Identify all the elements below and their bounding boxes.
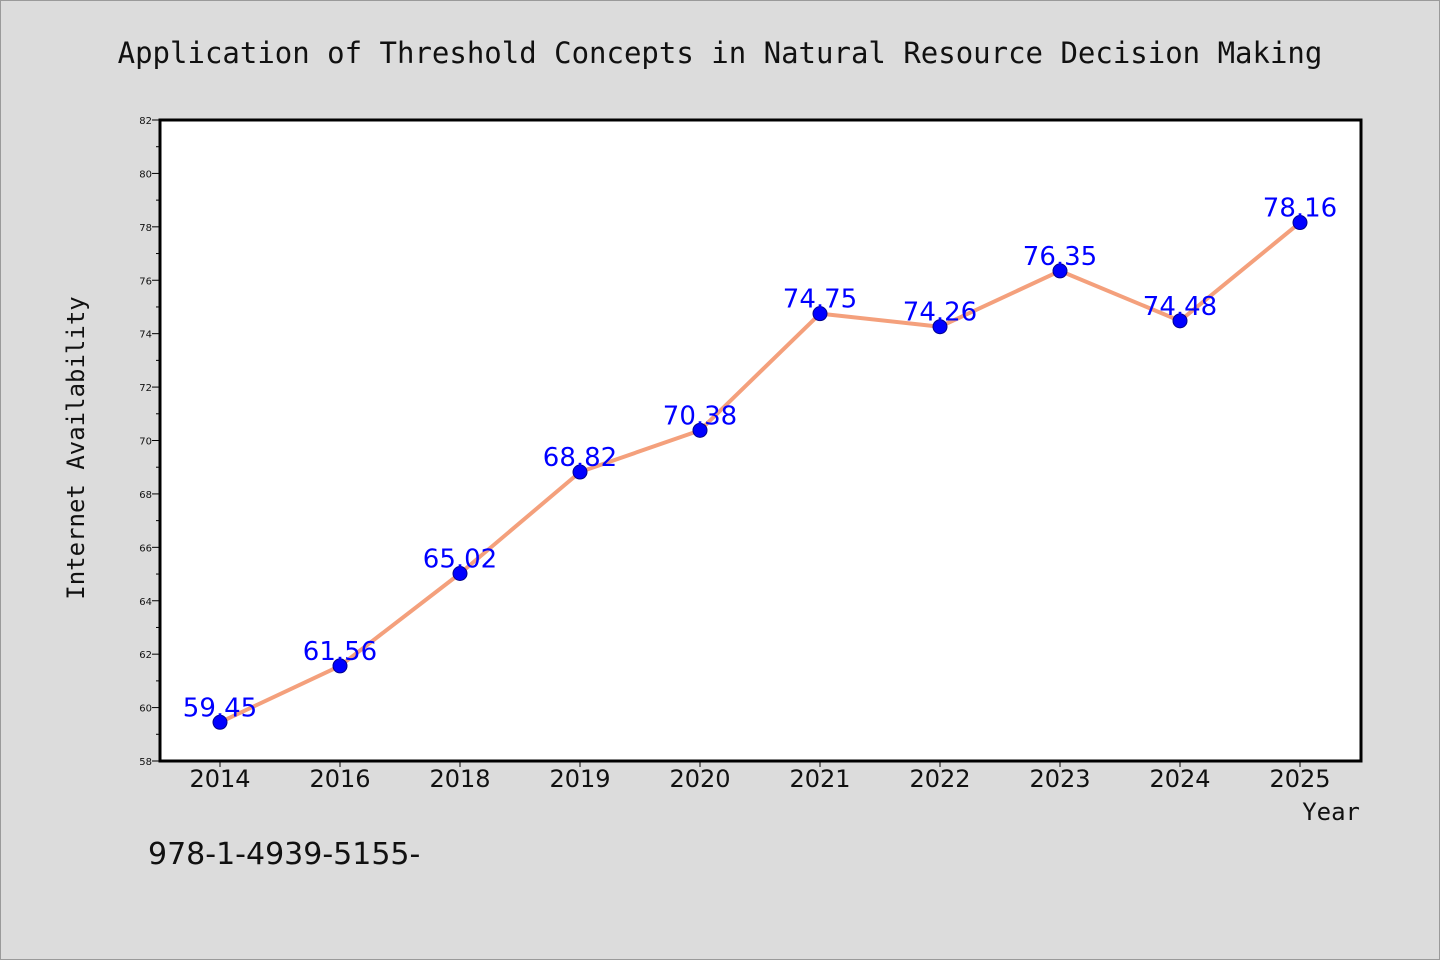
- data-point-marker: [1172, 313, 1188, 329]
- chart-title: Application of Threshold Concepts in Nat…: [118, 36, 1323, 70]
- data-point-label: 59.45: [183, 693, 257, 723]
- x-tick-label: 2018: [429, 765, 490, 793]
- x-tick-label: 2014: [189, 765, 250, 793]
- data-point-label: 65.02: [423, 545, 497, 575]
- data-point-marker: [572, 464, 588, 480]
- y-tick-label: 72: [139, 383, 152, 394]
- y-tick-label: 70: [139, 437, 152, 448]
- x-tick-label: 2024: [1149, 765, 1210, 793]
- y-axis-ticks: 58 60 62 64 66 68 70 72 74 76 78 80 82: [139, 116, 160, 768]
- y-tick-label: 66: [139, 543, 152, 554]
- x-tick-label: 2021: [789, 765, 850, 793]
- data-point-marker: [932, 319, 948, 335]
- y-tick-label: 62: [139, 650, 152, 661]
- series-line: [219, 221, 1302, 725]
- y-tick-label: 58: [139, 757, 152, 768]
- y-axis-label: Internet Availability: [62, 296, 90, 599]
- data-point-label: 74.75: [783, 285, 857, 315]
- x-tick-label: 2020: [669, 765, 730, 793]
- data-point-label: 74.48: [1143, 292, 1217, 322]
- data-point-marker: [1052, 263, 1068, 279]
- data-labels: 59.45 61.56 65.02 68.82 70.38 74.75 74.26 76.35…: [183, 194, 1337, 724]
- x-axis-ticks: 2014 2016 2018 2019 2020 2021 2022 2023 2024 2025: [189, 761, 1331, 793]
- data-point-marker: [332, 658, 348, 674]
- y-tick-label: 82: [139, 116, 152, 127]
- data-point-marker: [812, 306, 828, 322]
- data-point-marker: [1292, 215, 1308, 231]
- plot-area: [158, 118, 1363, 763]
- y-tick-label: 76: [139, 276, 152, 287]
- x-tick-label: 2023: [1029, 765, 1090, 793]
- data-point-label: 68.82: [543, 443, 617, 473]
- y-tick-label: 64: [139, 597, 152, 608]
- data-point-marker: [212, 714, 228, 730]
- y-tick-label: 78: [139, 223, 152, 234]
- series-markers: [212, 215, 1308, 730]
- y-tick-label: 60: [139, 704, 152, 715]
- data-point-label: 70.38: [663, 401, 737, 431]
- data-point-marker: [692, 422, 708, 438]
- data-point-label: 76.35: [1023, 242, 1097, 272]
- x-tick-label: 2022: [909, 765, 970, 793]
- x-tick-label: 2025: [1269, 765, 1330, 793]
- x-tick-label: 2016: [309, 765, 370, 793]
- data-point-marker: [452, 566, 468, 582]
- x-axis-label: Year: [1302, 798, 1360, 826]
- y-tick-label: 68: [139, 490, 152, 501]
- x-tick-label: 2019: [549, 765, 610, 793]
- footnote-text: 978-1-4939-5155-: [148, 837, 420, 872]
- data-point-label: 61.56: [303, 637, 377, 667]
- data-point-label: 78.16: [1263, 194, 1337, 224]
- y-tick-label: 80: [139, 169, 152, 180]
- y-tick-label: 74: [139, 330, 152, 341]
- data-point-label: 74.26: [903, 298, 977, 328]
